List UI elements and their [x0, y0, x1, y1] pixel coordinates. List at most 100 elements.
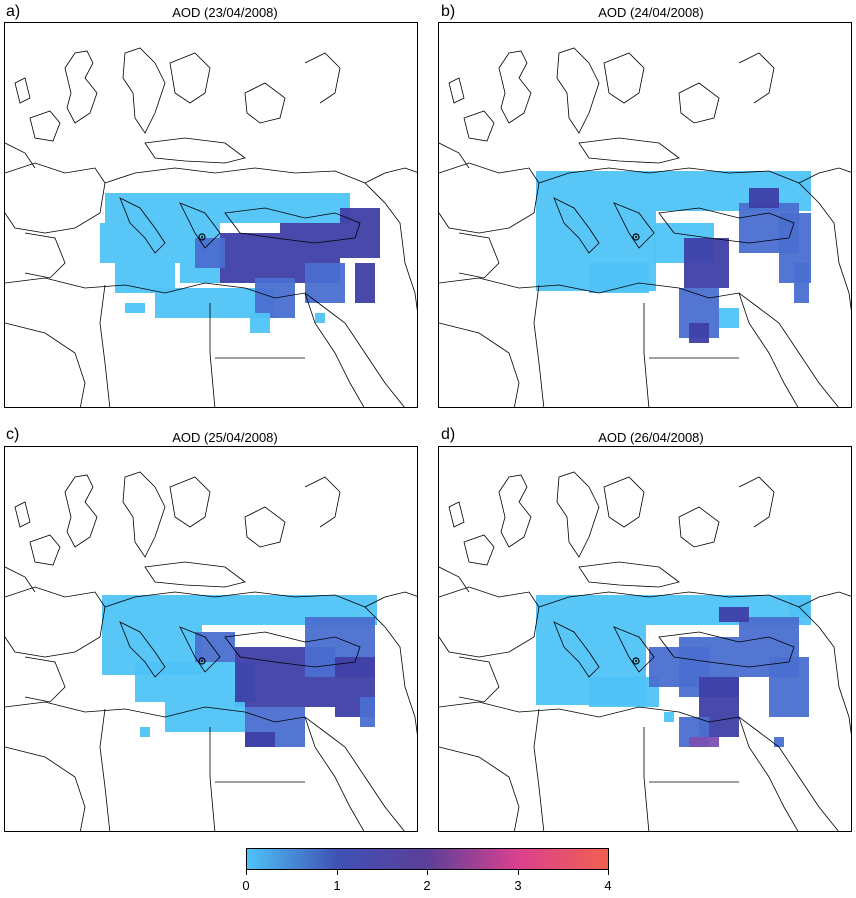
map-canvas [5, 47, 417, 407]
map-outline [5, 277, 405, 407]
colorbar-tick-label: 1 [333, 878, 341, 893]
map-outline [14, 501, 31, 528]
map-outline [678, 506, 720, 548]
colorbar-tick-label: 0 [242, 878, 250, 893]
panel-title: AOD (26/04/2008) [598, 430, 704, 445]
aod-grid-cell [719, 607, 749, 622]
aod-grid-cell [794, 263, 809, 303]
map-outline [553, 621, 600, 678]
map-outline [643, 727, 650, 831]
map-outline [498, 474, 532, 548]
aod-grid-cell [100, 223, 180, 263]
map-outline [224, 631, 361, 668]
map-outline [439, 322, 520, 407]
map-outline [304, 52, 341, 104]
map-outline [738, 292, 799, 407]
map-outline [678, 82, 720, 124]
map-outline [613, 626, 655, 673]
map-outline [119, 621, 166, 678]
map-outline [29, 110, 61, 142]
panel-letter: b) [441, 3, 456, 20]
map-outline [24, 232, 66, 279]
site-marker-icon [198, 233, 206, 241]
map-outline [5, 586, 106, 658]
map-outline [5, 322, 86, 407]
map-outline [364, 167, 417, 184]
map-outline [104, 591, 386, 628]
map-outline [144, 561, 246, 588]
aod-grid-cell [774, 737, 784, 747]
aod-grid-cell [245, 732, 275, 747]
aod-grid-cell [340, 208, 380, 258]
map-outline [458, 232, 500, 279]
aod-grid-cell [689, 323, 709, 343]
map-canvas [439, 47, 851, 407]
map-outline [122, 47, 166, 134]
aod-map [4, 446, 418, 832]
map-outline [24, 656, 66, 703]
map-outline [818, 202, 851, 312]
map-outline [439, 277, 839, 407]
map-outline [5, 566, 36, 593]
map-outline [14, 77, 31, 104]
site-marker-icon [632, 233, 640, 241]
map-outline [29, 534, 61, 566]
map-outline [104, 167, 386, 204]
aod-grid-cell [105, 193, 350, 223]
map-outline [603, 476, 645, 528]
map-outline [578, 137, 680, 164]
map-outline [798, 167, 851, 184]
aod-colorbar [246, 848, 609, 870]
aod-grid-cell [250, 313, 270, 333]
map-outline [244, 82, 286, 124]
map-outline [439, 746, 520, 831]
aod-grid-cell [664, 712, 674, 722]
map-outline [533, 284, 545, 407]
map-outline [169, 476, 211, 528]
map-outline [556, 471, 600, 558]
map-outline [169, 52, 211, 104]
map-outline [64, 50, 98, 124]
map-outline [304, 716, 365, 831]
map-outline [384, 202, 417, 312]
aod-grid-cell [769, 657, 809, 717]
map-outline [818, 626, 851, 736]
panel-letter: c) [6, 426, 20, 443]
aod-grid-cell [689, 737, 719, 747]
colorbar-tick [518, 870, 519, 875]
aod-grid-cell [195, 632, 235, 662]
map-outline [448, 501, 465, 528]
aod-grid-cell [589, 677, 659, 707]
map-outline [244, 506, 286, 548]
map-outline [538, 591, 820, 628]
map-outline [738, 716, 799, 831]
map-outline [99, 708, 111, 831]
aod-map [4, 22, 418, 408]
aod-grid-cell [140, 727, 150, 737]
map-outline [304, 476, 341, 528]
aod-map [438, 22, 852, 408]
map-outline [738, 52, 775, 104]
panel-title: AOD (25/04/2008) [172, 430, 278, 445]
colorbar-tick [608, 870, 609, 875]
map-outline [643, 303, 650, 407]
colorbar-tick [337, 870, 338, 875]
map-outline [364, 591, 417, 608]
map-outline [463, 110, 495, 142]
map-canvas [439, 471, 851, 831]
map-outline [64, 474, 98, 548]
aod-grid-cell [165, 702, 245, 732]
aod-grid-cell [719, 308, 739, 328]
map-outline [209, 727, 216, 831]
map-outline [556, 47, 600, 134]
map-outline [533, 708, 545, 831]
map-outline [538, 167, 820, 204]
map-outline [658, 631, 795, 668]
map-outline [209, 303, 216, 407]
map-outline [448, 77, 465, 104]
map-outline [439, 162, 540, 234]
aod-grid-cell [220, 233, 280, 283]
aod-map [438, 446, 852, 832]
colorbar-tick-label: 3 [514, 878, 522, 893]
map-outline [5, 162, 106, 234]
